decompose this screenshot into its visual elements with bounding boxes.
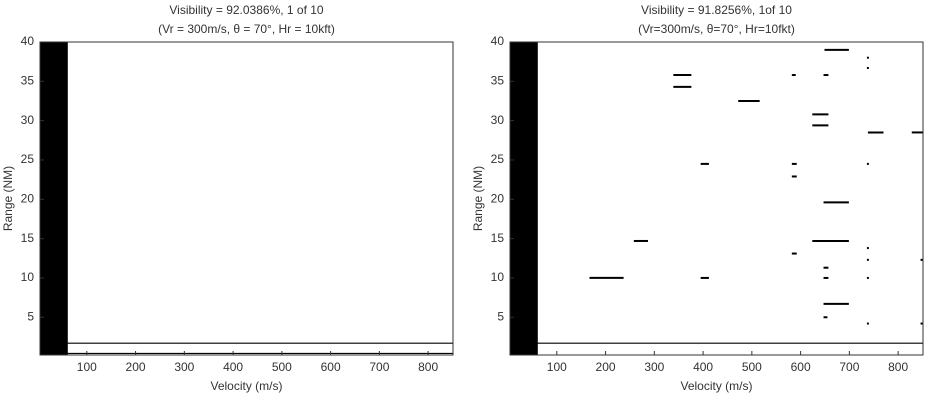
y-tick-label: 15 <box>491 231 505 245</box>
x-tick-label: 700 <box>369 360 389 374</box>
y-axis-label: Range (NM) <box>1 166 15 231</box>
chart-title: Visibility = 91.8256%, 1of 10 <box>641 3 792 17</box>
y-tick-label: 30 <box>491 113 505 127</box>
x-tick-label: 300 <box>644 360 664 374</box>
y-tick-label: 20 <box>491 191 505 205</box>
y-tick-label: 10 <box>21 270 35 284</box>
x-tick-label: 700 <box>839 360 859 374</box>
x-tick-label: 400 <box>693 360 713 374</box>
y-tick-label: 20 <box>21 191 35 205</box>
x-tick-label: 800 <box>888 360 908 374</box>
x-tick-label: 300 <box>174 360 194 374</box>
x-tick-label: 100 <box>547 360 567 374</box>
x-tick-label: 600 <box>791 360 811 374</box>
y-tick-label: 40 <box>21 34 35 48</box>
x-tick-label: 800 <box>418 360 438 374</box>
x-tick-label: 100 <box>77 360 97 374</box>
x-axis-label: Velocity (m/s) <box>210 379 282 393</box>
plot-frame <box>509 41 924 356</box>
y-tick-label: 40 <box>491 34 505 48</box>
y-tick-label: 15 <box>21 231 35 245</box>
y-tick-label: 5 <box>27 309 34 323</box>
x-axis-label: Velocity (m/s) <box>680 379 752 393</box>
plot-frame <box>39 41 454 356</box>
chart-subtitle: (Vr=300m/s, θ=70°, Hr=10fkt) <box>638 22 795 36</box>
y-tick-label: 10 <box>491 270 505 284</box>
y-tick-label: 25 <box>21 152 35 166</box>
blocked-region <box>40 42 68 355</box>
blocked-region <box>510 42 538 355</box>
y-tick-label: 35 <box>491 73 505 87</box>
x-tick-label: 500 <box>742 360 762 374</box>
y-tick-label: 30 <box>21 113 35 127</box>
x-tick-label: 400 <box>223 360 243 374</box>
chart-subtitle: (Vr = 300m/s, θ = 70°, Hr = 10kft) <box>158 22 335 36</box>
x-tick-label: 200 <box>596 360 616 374</box>
chart-title: Visibility = 92.0386%, 1 of 10 <box>169 3 324 17</box>
y-tick-label: 25 <box>491 152 505 166</box>
y-axis-label: Range (NM) <box>471 166 485 231</box>
y-tick-label: 5 <box>497 309 504 323</box>
x-tick-label: 500 <box>272 360 292 374</box>
y-tick-label: 35 <box>21 73 35 87</box>
x-tick-label: 600 <box>321 360 341 374</box>
x-tick-label: 200 <box>126 360 146 374</box>
